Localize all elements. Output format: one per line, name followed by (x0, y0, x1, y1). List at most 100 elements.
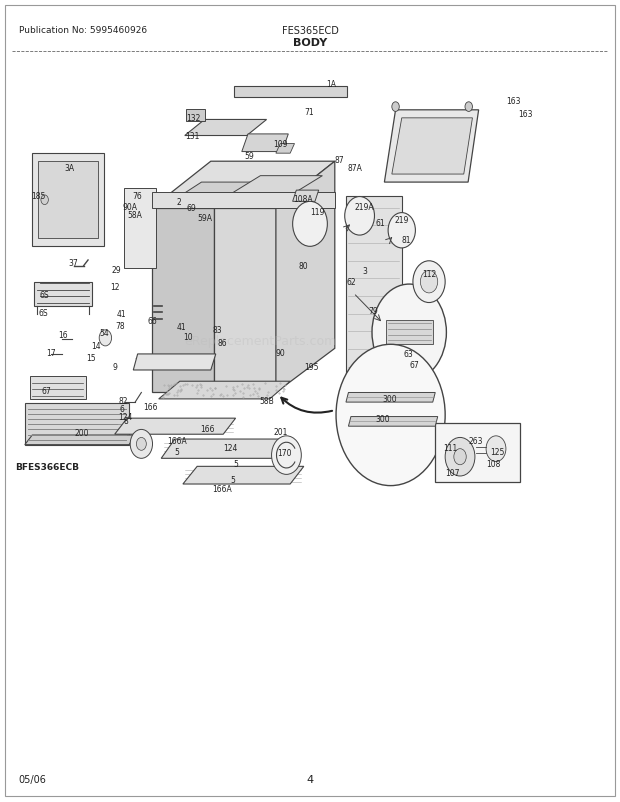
Circle shape (41, 196, 48, 205)
Text: 108A: 108A (293, 194, 312, 204)
Text: BODY: BODY (293, 38, 327, 47)
Polygon shape (25, 435, 136, 445)
Text: 71: 71 (304, 107, 314, 117)
Text: 219A: 219A (355, 202, 374, 212)
Polygon shape (185, 120, 267, 136)
Polygon shape (152, 209, 214, 393)
Text: 263: 263 (469, 436, 484, 446)
Text: 166: 166 (200, 424, 215, 434)
Polygon shape (242, 135, 288, 152)
Polygon shape (348, 417, 438, 427)
Text: 201: 201 (273, 427, 288, 436)
Text: 67: 67 (41, 387, 51, 396)
Text: 195: 195 (304, 363, 319, 372)
Text: 132: 132 (186, 114, 201, 124)
Text: 87A: 87A (347, 164, 362, 173)
Text: 67: 67 (409, 360, 419, 370)
Polygon shape (346, 196, 402, 395)
Polygon shape (159, 382, 290, 399)
Text: 80: 80 (299, 261, 309, 271)
Text: BFES366ECB: BFES366ECB (16, 462, 79, 472)
Polygon shape (34, 282, 92, 306)
Bar (38, 162, 98, 239)
Text: 4: 4 (306, 775, 314, 784)
Text: 200: 200 (74, 428, 89, 438)
Text: 5: 5 (230, 475, 235, 484)
Text: 05/06: 05/06 (19, 775, 46, 784)
Circle shape (130, 430, 153, 459)
Text: 54: 54 (99, 328, 109, 338)
Polygon shape (435, 423, 520, 483)
Circle shape (392, 103, 399, 112)
Text: 163: 163 (518, 109, 533, 119)
Polygon shape (214, 209, 276, 393)
Circle shape (345, 197, 374, 236)
Text: 6: 6 (119, 404, 124, 414)
Text: 2: 2 (176, 197, 181, 207)
Text: 3A: 3A (64, 164, 74, 173)
Polygon shape (25, 403, 129, 445)
Polygon shape (161, 439, 290, 459)
Text: Publication No: 5995460926: Publication No: 5995460926 (19, 26, 147, 34)
Text: 124: 124 (118, 412, 133, 422)
Circle shape (99, 330, 112, 346)
Text: 124: 124 (223, 443, 238, 452)
Polygon shape (276, 144, 294, 154)
Text: 14: 14 (91, 342, 101, 351)
Polygon shape (211, 176, 322, 207)
Text: 300: 300 (382, 395, 397, 404)
Polygon shape (32, 154, 104, 247)
Circle shape (486, 436, 506, 462)
Text: 166A: 166A (167, 436, 187, 446)
Circle shape (388, 213, 415, 249)
Text: 300: 300 (376, 414, 391, 423)
Text: 41: 41 (117, 310, 126, 319)
Text: 185: 185 (31, 192, 46, 201)
Text: 82: 82 (118, 396, 128, 406)
Text: 69: 69 (186, 204, 196, 213)
Polygon shape (124, 188, 156, 269)
Text: 15: 15 (86, 353, 95, 363)
Polygon shape (158, 215, 270, 385)
Circle shape (445, 438, 475, 476)
Text: 87: 87 (335, 156, 345, 165)
Text: 16: 16 (58, 330, 68, 340)
Text: 119: 119 (310, 208, 325, 217)
Circle shape (136, 438, 146, 451)
Text: 3: 3 (362, 266, 367, 276)
Polygon shape (152, 162, 335, 209)
Circle shape (372, 285, 446, 381)
Text: 112: 112 (422, 269, 436, 279)
Text: 90: 90 (275, 348, 285, 358)
Text: 76: 76 (133, 192, 143, 201)
Text: 41: 41 (176, 322, 186, 332)
Polygon shape (276, 162, 335, 393)
Text: 10: 10 (184, 332, 193, 342)
Circle shape (293, 202, 327, 247)
Text: 166A: 166A (212, 484, 232, 494)
Text: FES365ECD: FES365ECD (281, 26, 339, 35)
Circle shape (336, 345, 445, 486)
Text: 219: 219 (394, 216, 409, 225)
Text: 83: 83 (212, 326, 222, 335)
Polygon shape (186, 110, 205, 122)
Text: 5: 5 (233, 459, 238, 468)
Polygon shape (152, 192, 335, 209)
Text: 6S: 6S (38, 308, 48, 318)
Text: eReplacementParts.com: eReplacementParts.com (184, 334, 337, 347)
Text: 108: 108 (485, 459, 500, 468)
Polygon shape (384, 111, 479, 183)
Text: 166: 166 (143, 403, 157, 412)
Text: 66: 66 (147, 316, 157, 326)
Circle shape (465, 103, 472, 112)
Polygon shape (234, 87, 347, 98)
Text: 63: 63 (403, 350, 413, 359)
Text: 125: 125 (490, 447, 505, 456)
Text: 78: 78 (115, 321, 125, 330)
Polygon shape (133, 354, 216, 371)
Text: 58B: 58B (259, 396, 274, 406)
Text: 170: 170 (277, 448, 291, 458)
Circle shape (413, 261, 445, 303)
Text: 111: 111 (443, 443, 457, 452)
Text: 90A: 90A (123, 202, 138, 212)
